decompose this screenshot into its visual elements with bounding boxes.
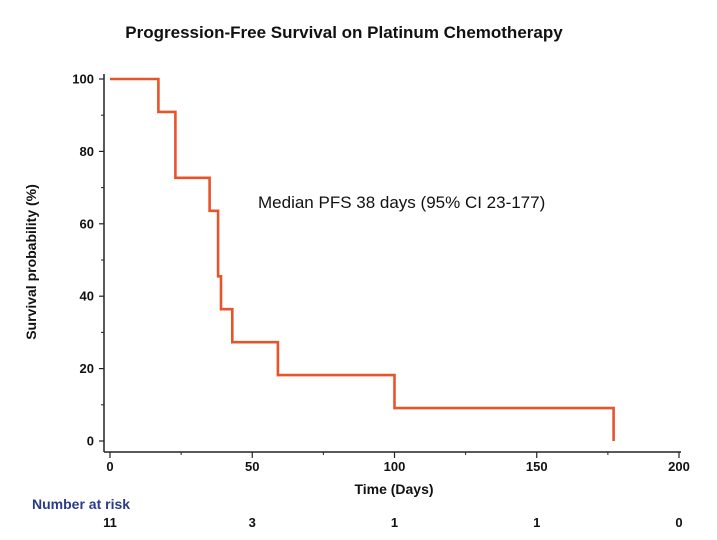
y-tick-label-100: 100: [72, 72, 94, 87]
x-tick-label-50: 50: [245, 459, 259, 474]
y-tick-label-80: 80: [80, 144, 94, 159]
y-tick-label-40: 40: [80, 289, 94, 304]
risk-table-counts: 11 3 1 1 0: [103, 515, 682, 530]
x-axis-label: Time (Days): [354, 481, 433, 497]
risk-count-200: 0: [675, 515, 682, 530]
risk-count-100: 1: [391, 515, 398, 530]
tick-labels: 0 20 40 60 80 100 0 50 100 150 200: [72, 72, 690, 475]
y-tick-label-60: 60: [80, 216, 94, 231]
x-tick-label-100: 100: [384, 459, 406, 474]
tick-marks: [99, 78, 680, 458]
y-tick-label-0: 0: [87, 434, 94, 449]
y-axis-label: Survival probability (%): [23, 184, 39, 340]
chart-title: Progression-Free Survival on Platinum Ch…: [125, 23, 563, 42]
y-tick-label-20: 20: [80, 361, 94, 376]
risk-count-150: 1: [533, 515, 540, 530]
risk-count-50: 3: [249, 515, 256, 530]
x-tick-label-200: 200: [668, 459, 690, 474]
x-tick-label-150: 150: [526, 459, 548, 474]
risk-count-0: 11: [103, 515, 117, 530]
x-tick-label-0: 0: [106, 459, 113, 474]
survival-curve: [110, 77, 615, 441]
median-annotation: Median PFS 38 days (95% CI 23-177): [258, 193, 545, 212]
axes: [103, 74, 681, 453]
risk-table-title: Number at risk: [32, 496, 130, 512]
